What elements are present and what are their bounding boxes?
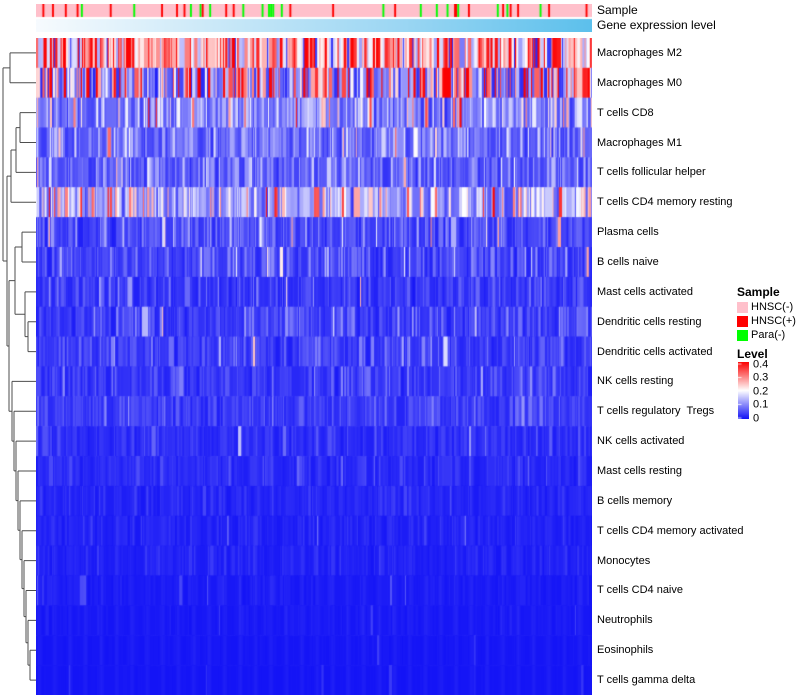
column-annotation-bars <box>36 4 592 32</box>
row-label: Mast cells activated <box>597 285 693 298</box>
row-label: T cells gamma delta <box>597 674 696 687</box>
legend-swatch <box>737 315 748 327</box>
legend-item-label: HNSC(-) <box>751 301 794 313</box>
row-label: B cells memory <box>597 494 673 507</box>
legend-sample-title: Sample <box>737 285 780 299</box>
row-label: NK cells activated <box>597 435 685 448</box>
row-label: Dendritic cells resting <box>597 315 702 328</box>
legend-swatch <box>737 329 748 341</box>
legend-level-title: Level <box>737 347 768 361</box>
level-tick-label: 0.1 <box>753 398 769 411</box>
row-label: Macrophages M1 <box>597 136 682 149</box>
row-label: T cells CD4 memory resting <box>597 196 733 209</box>
row-label: T cells regulatory Tregs <box>597 405 715 418</box>
row-label: Macrophages M0 <box>597 76 682 89</box>
row-label: B cells naive <box>597 255 659 268</box>
row-label: NK cells resting <box>597 375 674 388</box>
row-label: Dendritic cells activated <box>597 345 713 358</box>
level-colorbar <box>738 362 749 419</box>
legend-swatch <box>737 301 748 313</box>
annotation-label-gene-expression: Gene expression level <box>597 18 716 32</box>
legend-sample-items: HNSC(-) HNSC(+) Para(-) <box>737 300 799 342</box>
legend-item-label: Para(-) <box>751 329 786 341</box>
level-tick-label: 0.3 <box>753 371 769 384</box>
row-label: Macrophages M2 <box>597 46 682 59</box>
row-label: Eosinophils <box>597 644 654 657</box>
level-tick-label: 0.2 <box>753 385 769 397</box>
legend-item-para-: Para(-) <box>737 328 799 342</box>
level-tick-label: 0.4 <box>753 358 769 370</box>
legend: Sample HNSC(-) HNSC(+) Para(-) Level 0.4 0.… <box>737 285 799 424</box>
legend-level: Level 0.4 0.3 0.2 0.1 0 <box>737 347 799 424</box>
row-label: Mast cells resting <box>597 465 682 478</box>
row-label: Monocytes <box>597 554 651 567</box>
annotation-label-sample: Sample <box>597 3 638 17</box>
dendrogram-lines <box>2 52 36 681</box>
row-label: T cells CD8 <box>597 106 654 119</box>
row-label: T cells follicular helper <box>597 166 706 179</box>
row-label: Neutrophils <box>597 614 653 627</box>
row-label: T cells CD4 naive <box>597 584 683 597</box>
legend-item-hnsc-: HNSC(-) <box>737 300 799 314</box>
row-label: T cells CD4 memory activated <box>597 524 744 537</box>
level-colorbar-ticks: 0.4 0.3 0.2 0.1 0 <box>753 359 793 424</box>
legend-item-hnsc-: HNSC(+) <box>737 314 799 328</box>
row-label: Plasma cells <box>597 226 659 239</box>
level-tick-label: 0 <box>753 412 760 424</box>
heatmap-canvas <box>36 38 592 695</box>
legend-item-label: HNSC(+) <box>751 315 796 327</box>
